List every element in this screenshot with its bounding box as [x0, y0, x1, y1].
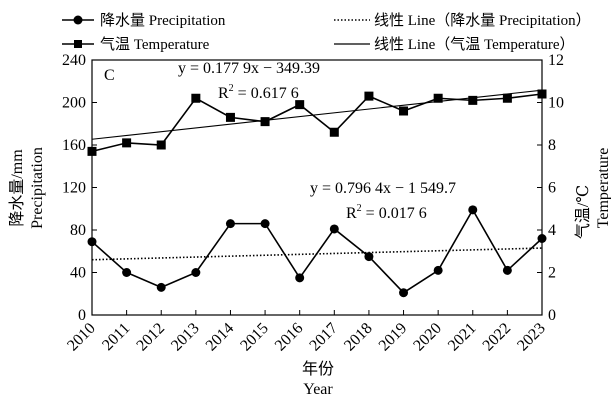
- y-left-title-cn: 降水量/mm: [8, 149, 26, 227]
- x-axis: 2010 2011 2012 2013 2014 2015 2016 2017 2018 2019…: [64, 310, 549, 354]
- y-left-tick-label: 240: [62, 52, 86, 69]
- temperature-point: [260, 117, 270, 127]
- y-left-tick-label: 200: [62, 95, 86, 112]
- y-left-tick-label: 40: [70, 265, 86, 282]
- legend-entry-temperature: 气温 Temperature: [62, 36, 210, 53]
- y-right-title-en: Temperature: [595, 148, 611, 229]
- temperature-point: [156, 140, 166, 150]
- legend-precipitation-trend-label: 线性 Line（降水量 Precipitation）: [374, 12, 591, 29]
- precipitation-point: [502, 265, 512, 275]
- y-left-tick-label: 80: [70, 222, 86, 239]
- precipitation-point: [191, 268, 201, 277]
- precipitation-r2: R2 = 0.017 6: [346, 203, 427, 222]
- precipitation-line: [91, 208, 543, 294]
- y-right-tick-label: 6: [548, 180, 556, 197]
- precipitation-point: [364, 252, 374, 262]
- x-tick-label: 2021: [445, 320, 480, 355]
- x-tick-label: 2015: [237, 320, 272, 355]
- precipitation-point: [225, 219, 235, 229]
- precipitation-point: [87, 237, 97, 247]
- temperature-point: [537, 89, 547, 99]
- trendlines: [91, 89, 543, 261]
- y-axis-left: 0 40 80 120 160 200 240: [62, 52, 97, 324]
- temperature-point: [295, 100, 305, 110]
- y-left-tick-label: 0: [78, 307, 86, 324]
- x-tick-label: 2017: [306, 320, 341, 355]
- precipitation-point: [329, 224, 339, 234]
- series: [87, 89, 547, 298]
- x-tick-label: 2011: [99, 320, 133, 354]
- y-right-tick-label: 0: [548, 307, 556, 324]
- x-title-cn: 年份: [302, 360, 334, 378]
- precipitation-point: [468, 205, 478, 215]
- x-tick-label: 2012: [133, 320, 168, 355]
- panel-label: C: [104, 67, 115, 84]
- temperature-point: [433, 93, 443, 103]
- precipitation-equation: y = 0.796 4x − 1 549.7: [310, 180, 456, 197]
- legend-temperature-label: 气温 Temperature: [100, 36, 210, 53]
- legend-entry-temperature-trend: 线性 Line（气温 Temperature）: [334, 36, 575, 53]
- x-tick-label: 2022: [480, 320, 515, 355]
- temperature-point: [502, 93, 512, 103]
- legend: 降水量 Precipitation 线性 Line（降水量 Precipitat…: [62, 12, 591, 53]
- y-left-tick-label: 160: [62, 137, 86, 154]
- precipitation-point: [295, 273, 305, 283]
- precipitation-point: [260, 219, 270, 229]
- temperature-r2: R2 = 0.617 6: [218, 83, 299, 102]
- temperature-equation: y = 0.177 9x − 349.39: [178, 60, 320, 77]
- y-right-tick-label: 4: [548, 222, 556, 239]
- temperature-point: [399, 106, 409, 116]
- x-tick-label: 2013: [168, 320, 203, 355]
- x-tick-label: 2018: [341, 320, 376, 355]
- precipitation-point: [156, 282, 166, 292]
- precipitation-point: [122, 268, 132, 277]
- temperature-point: [87, 146, 97, 156]
- legend-entry-precipitation: 降水量 Precipitation: [62, 12, 226, 29]
- y-right-tick-label: 12: [548, 52, 564, 69]
- precipitation-point: [399, 288, 409, 298]
- y-right-title-cn: 气温/℃: [574, 185, 592, 239]
- temperature-line: [91, 93, 543, 153]
- y-left-title-en: Precipitation: [29, 147, 46, 229]
- temperature-point: [191, 93, 201, 103]
- legend-temperature-trend-label: 线性 Line（气温 Temperature）: [374, 36, 575, 53]
- y-right-tick-label: 2: [548, 265, 556, 282]
- y-axis-right: 0 2 4 6 8 10 12: [537, 52, 564, 324]
- precipitation-point: [537, 234, 547, 243]
- x-tick-label: 2020: [410, 320, 445, 355]
- x-title-en: Year: [303, 381, 333, 398]
- y-left-tick-label: 120: [62, 180, 86, 197]
- x-tick-label: 2014: [203, 320, 238, 355]
- x-tick-label: 2010: [64, 320, 99, 355]
- temperature-point: [468, 95, 478, 105]
- legend-entry-precipitation-trend: 线性 Line（降水量 Precipitation）: [334, 12, 591, 29]
- temperature-point: [225, 112, 235, 122]
- y-right-tick-label: 10: [548, 95, 564, 112]
- legend-precipitation-label: 降水量 Precipitation: [100, 12, 226, 29]
- temperature-point: [122, 138, 132, 148]
- temperature-trendline: [91, 89, 543, 140]
- y-right-tick-label: 8: [548, 137, 556, 154]
- x-tick-label: 2016: [272, 320, 307, 355]
- x-tick-label: 2023: [514, 320, 549, 355]
- x-tick-label: 2019: [376, 320, 411, 355]
- temperature-point: [329, 127, 339, 137]
- temperature-point: [364, 91, 374, 101]
- precipitation-point: [433, 265, 443, 275]
